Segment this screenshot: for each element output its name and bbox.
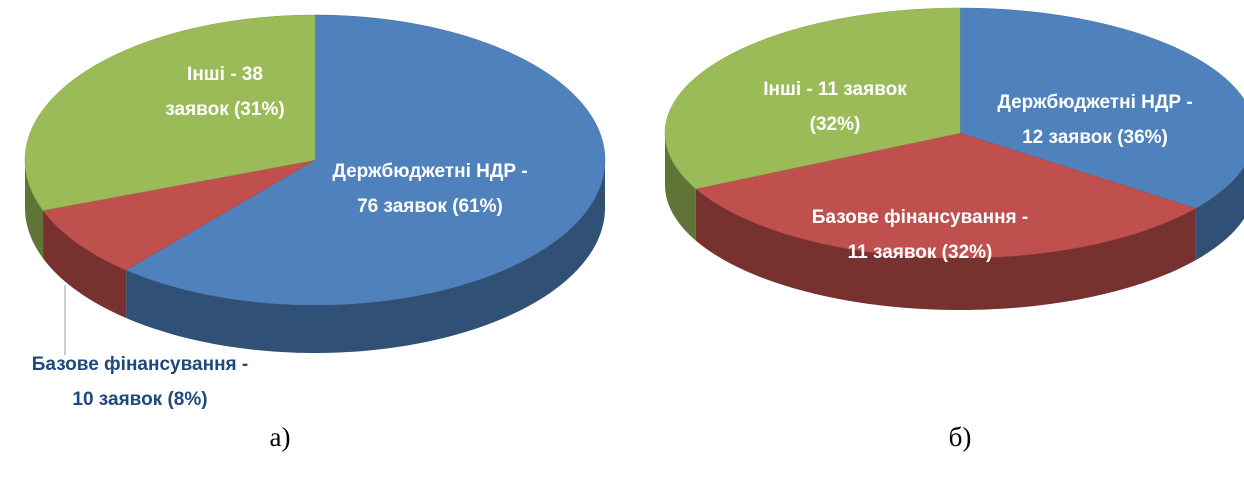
slice [664, 7, 961, 189]
slice-label: 10 заявок (8%) [72, 389, 207, 410]
slice-label: Базове фінансування - [812, 207, 1029, 228]
slice-label: 11 заявок (32%) [848, 242, 993, 263]
slice-label: 12 заявок (36%) [1022, 127, 1168, 148]
slice-label: Інші - 11 заявок [763, 79, 907, 100]
slice-label: заявок (31%) [165, 99, 284, 120]
slice-label: Держбюджетні НДР - [997, 92, 1192, 113]
slice-label: Держбюджетні НДР - [332, 161, 527, 182]
caption: б) [949, 422, 972, 452]
slice-side [126, 160, 605, 353]
slice-side [665, 133, 696, 241]
slice [695, 132, 1197, 259]
slice-label: Інші - 38 [187, 64, 263, 85]
slice [125, 14, 606, 306]
slice [24, 14, 316, 211]
slice [959, 7, 1244, 209]
slice-label: (32%) [810, 114, 861, 135]
slice-side [1195, 166, 1244, 261]
slice-label: Базове фінансування - [32, 354, 249, 375]
slice-side [25, 160, 44, 259]
slice [42, 159, 316, 271]
caption: а) [270, 422, 291, 452]
slice-side [43, 210, 127, 319]
slice-label: 76 заявок (61%) [357, 196, 503, 217]
slice-side [695, 188, 1196, 310]
